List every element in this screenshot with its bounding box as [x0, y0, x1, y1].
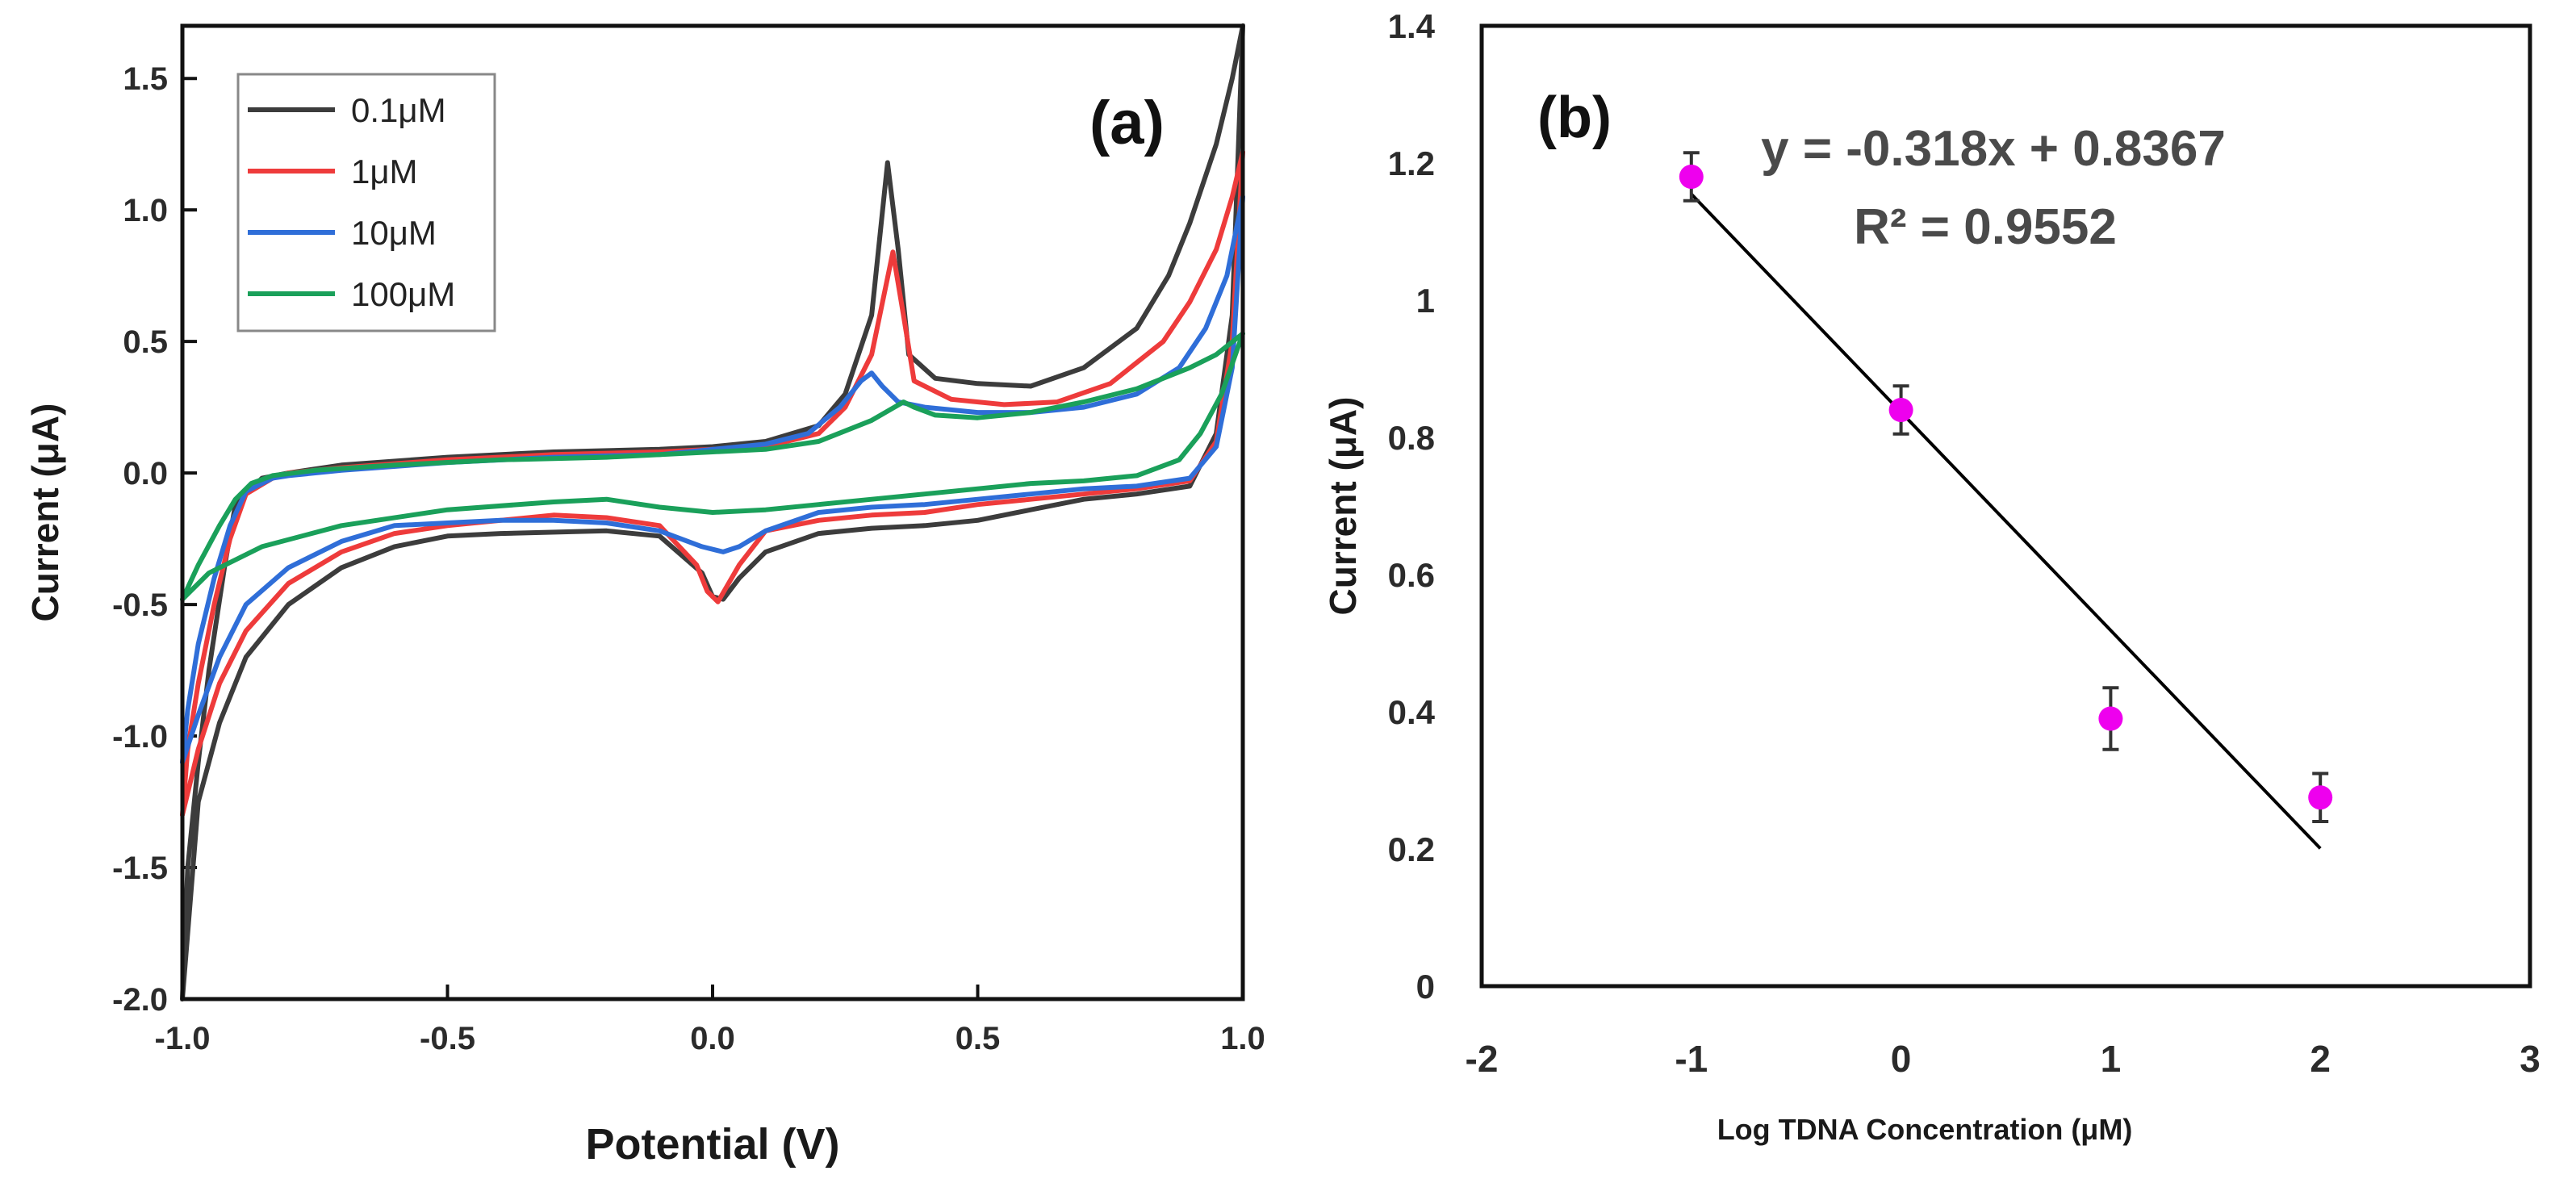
data-point — [1888, 398, 1913, 422]
cv-x-tick-label: -1.0 — [155, 1021, 211, 1056]
fit-r-squared: R² = 0.9552 — [1854, 199, 2117, 255]
calibration-x-tick-label: -1 — [1675, 1038, 1708, 1080]
calibration-plot-frame — [1479, 23, 2532, 989]
cv-y-tick-label: 1.5 — [123, 61, 168, 97]
calibration-points — [1679, 151, 2333, 823]
fit-equation: y = -0.318x + 0.8367 — [1761, 121, 2226, 177]
cv-y-tick-label: 0.5 — [123, 324, 168, 360]
cv-y-tick-label: -2.0 — [112, 982, 168, 1018]
legend-label: 1μM — [351, 153, 418, 190]
cv-y-tick-label: -0.5 — [112, 587, 168, 623]
calibration-y-tick-label: 0.8 — [1388, 419, 1435, 457]
cv-legend-box — [236, 73, 496, 332]
cv-x-tick-label: -0.5 — [420, 1021, 475, 1056]
cv-x-tick-label: 0.0 — [690, 1021, 735, 1056]
cv-series-line-100μM — [180, 331, 1245, 602]
cv-tick-labels: -1.0 -0.5 0.0 0.5 1.0 -2.0 -1.5 -1.0 -0.5 0.0 0.5 1… — [112, 61, 1265, 1056]
cv-chart-panel: -1.0 -0.5 0.0 0.5 1.0 -2.0 -1.5 -1.0 -0.5 0.0 0.5 1… — [24, 23, 1265, 1169]
calibration-y-tick-label: 0.6 — [1388, 556, 1435, 594]
cv-x-tick-label: 1.0 — [1220, 1021, 1265, 1056]
calibration-x-tick-label: -2 — [1466, 1038, 1499, 1080]
cv-y-tick-label: -1.5 — [112, 851, 168, 886]
calibration-y-axis-label: Current (μA) — [1322, 397, 1364, 616]
cv-x-tick-label: 0.5 — [956, 1021, 1001, 1056]
data-point — [1679, 165, 1704, 189]
calibration-y-tick-label: 0.2 — [1388, 830, 1435, 868]
cv-y-tick-label: -1.0 — [112, 719, 168, 755]
calibration-x-tick-label: 2 — [2310, 1038, 2331, 1080]
cv-series-line-0.1μM — [180, 23, 1245, 1001]
calibration-x-tick-label: 0 — [1891, 1038, 1912, 1080]
panel-b-label: (b) — [1537, 86, 1612, 150]
cv-series-line-1μM — [180, 149, 1245, 817]
calibration-chart-panel: -2 -1 0 1 2 3 0 0.2 0.4 0.6 0.8 1 1.2 1.4 Current (μA… — [1322, 7, 2540, 1146]
calibration-y-tick-label: 0 — [1416, 968, 1435, 1006]
legend-label: 0.1μM — [351, 91, 446, 129]
cv-y-tick-label: 1.0 — [123, 193, 168, 228]
calibration-x-tick-label: 1 — [2101, 1038, 2122, 1080]
cv-y-tick-label: 0.0 — [123, 456, 168, 491]
data-point — [2098, 706, 2123, 731]
calibration-fit-line — [1690, 193, 2322, 850]
cv-y-axis-label: Current (μA) — [24, 403, 66, 622]
cv-plot-frame — [180, 23, 1245, 1001]
calibration-y-tick-label: 1.4 — [1388, 7, 1436, 45]
panel-a-label: (a) — [1089, 89, 1165, 157]
calibration-tick-labels: -2 -1 0 1 2 3 0 0.2 0.4 0.6 0.8 1 1.2 1.4 — [1388, 7, 2540, 1080]
legend-label: 100μM — [351, 275, 455, 313]
cv-legend: 0.1μM 1μM 10μM 100μM — [236, 73, 496, 332]
cv-series-group — [180, 23, 1245, 1001]
calibration-x-tick-label: 3 — [2520, 1038, 2540, 1080]
calibration-y-tick-label: 1 — [1416, 282, 1435, 320]
calibration-x-axis-label: Log TDNA Concentration (μM) — [1717, 1113, 2133, 1146]
legend-label: 10μM — [351, 214, 437, 252]
cv-x-axis-label: Potential (V) — [585, 1120, 839, 1169]
calibration-y-tick-label: 1.2 — [1388, 144, 1435, 182]
data-point — [2308, 785, 2333, 810]
calibration-y-tick-label: 0.4 — [1388, 693, 1436, 731]
